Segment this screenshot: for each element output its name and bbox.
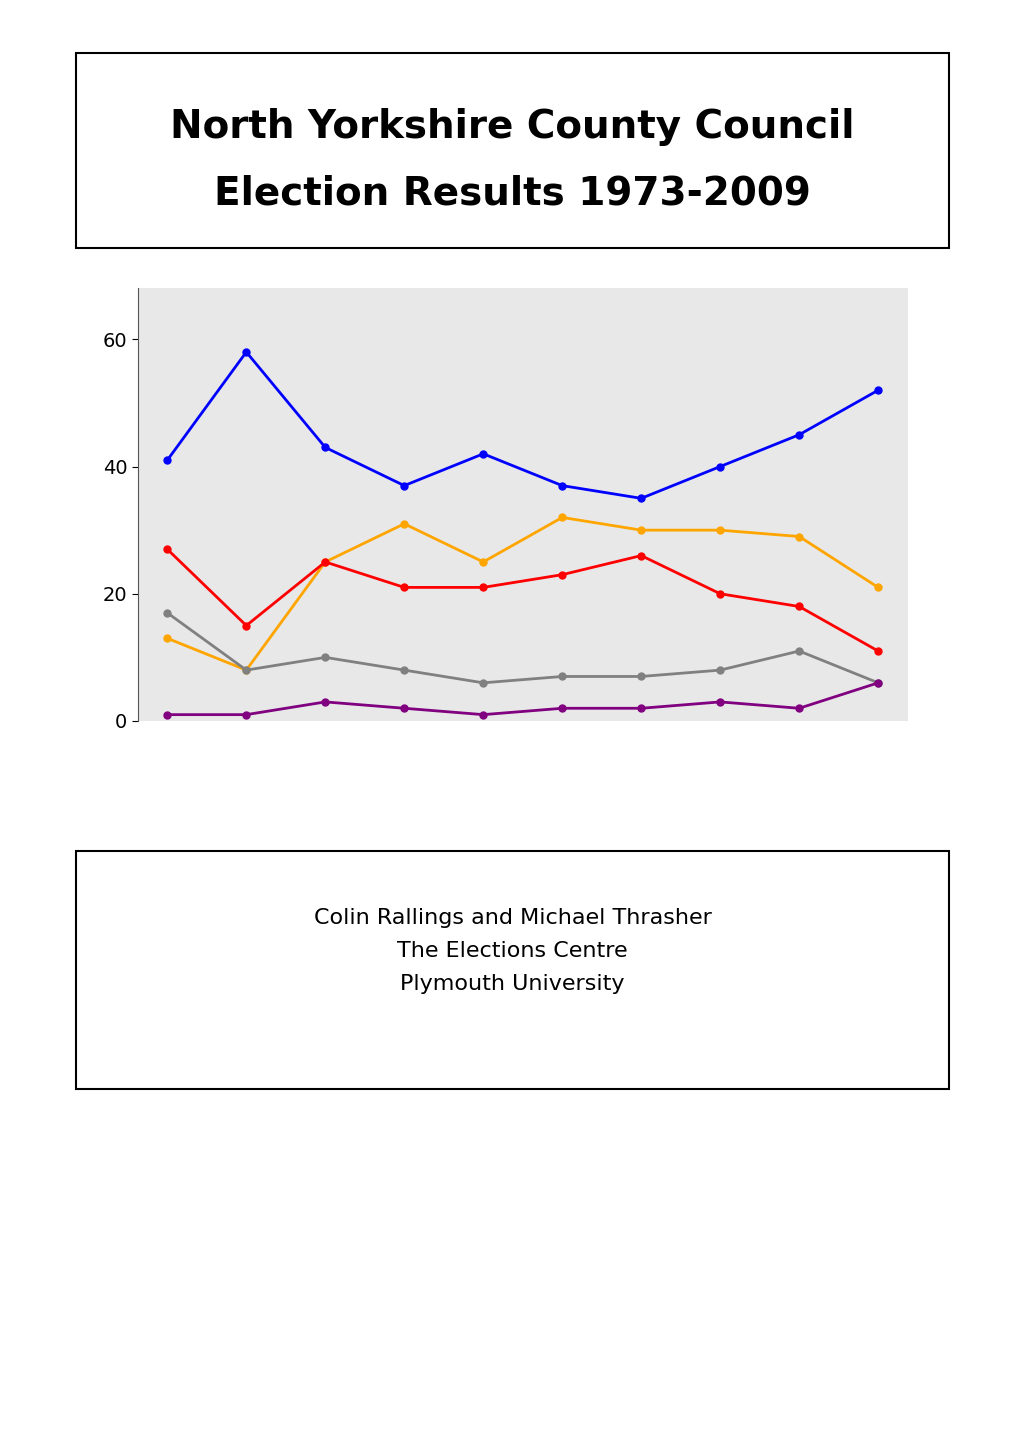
- Text: Colin Rallings and Michael Thrasher
The Elections Centre
Plymouth University: Colin Rallings and Michael Thrasher The …: [313, 908, 711, 994]
- FancyBboxPatch shape: [76, 53, 948, 248]
- Text: Election Results 1973-2009: Election Results 1973-2009: [214, 174, 810, 212]
- FancyBboxPatch shape: [76, 851, 948, 1089]
- Text: North Yorkshire County Council: North Yorkshire County Council: [170, 108, 854, 146]
